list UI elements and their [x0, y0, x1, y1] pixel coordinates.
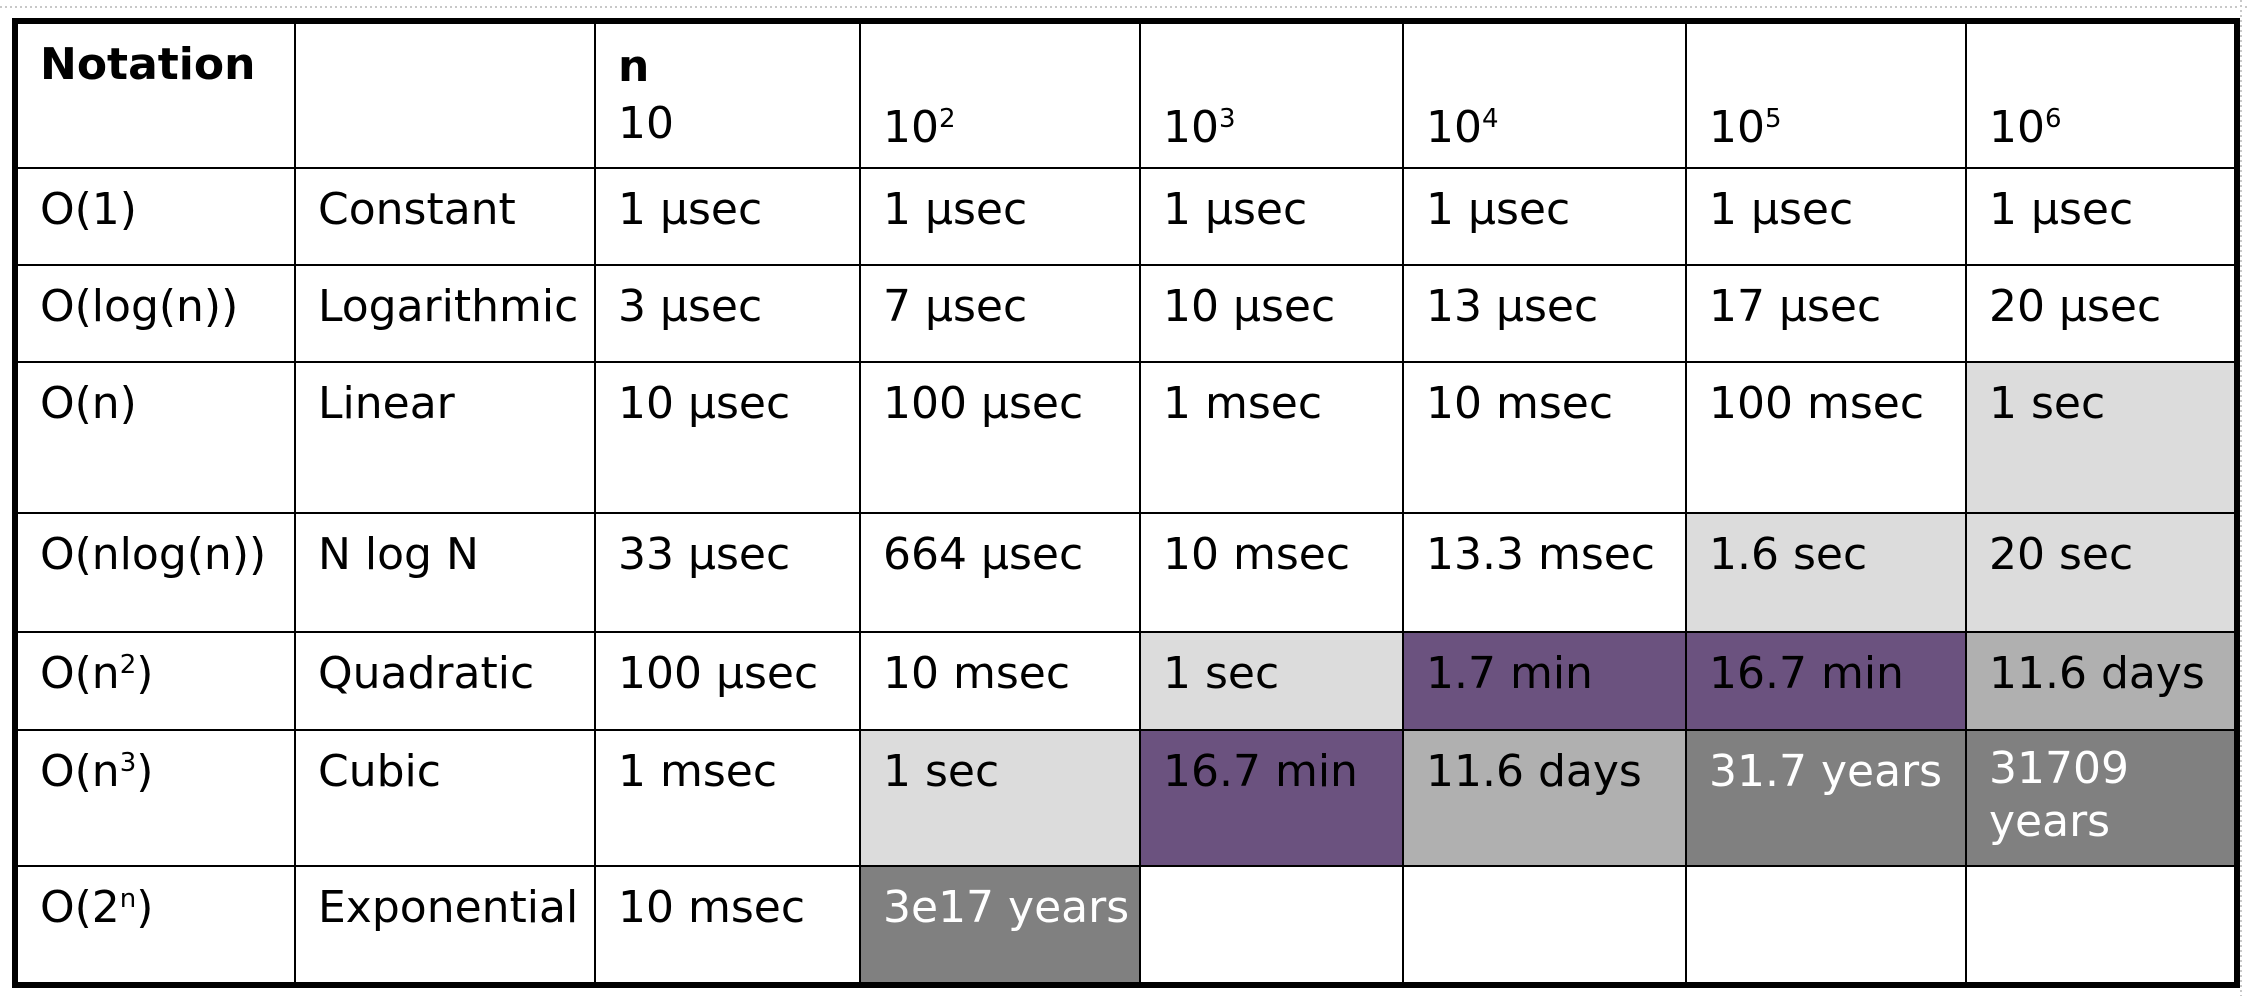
notation-exponent: 3 [119, 747, 137, 778]
growth-name-cell: Linear [294, 361, 596, 514]
growth-name-cell: Constant [294, 166, 596, 266]
size-base: 10 [883, 102, 939, 154]
size-header-2: 102 [859, 20, 1141, 169]
time-cell: 10 msec [859, 631, 1141, 731]
time-cell: 10 msec [1402, 361, 1687, 514]
notation-base: O(n [40, 648, 120, 700]
time-cell: 20 µsec [1965, 263, 2238, 364]
time-cell [1139, 865, 1404, 986]
table-row: O(1) Constant 1 µsec 1 µsec 1 µsec 1 µse… [14, 166, 2238, 266]
time-cell: 1 sec [1965, 361, 2238, 514]
notation-cell: O(log(n)) [14, 263, 296, 364]
time-cell: 100 msec [1685, 361, 1967, 514]
table-row: O(2n) Exponential 10 msec 3e17 years [14, 865, 2238, 986]
time-cell: 100 µsec [859, 361, 1141, 514]
time-cell: 16.7 min [1685, 631, 1967, 731]
notation-cell: O(1) [14, 166, 296, 266]
notation-cell: O(nlog(n)) [14, 511, 296, 634]
time-cell: 10 µsec [594, 361, 861, 514]
time-cell: 1 msec [1139, 361, 1404, 514]
table-row: O(log(n)) Logarithmic 3 µsec 7 µsec 10 µ… [14, 263, 2238, 364]
time-cell: 7 µsec [859, 263, 1141, 364]
size-exponent: 5 [1765, 104, 1782, 135]
time-cell: 13.3 msec [1402, 511, 1687, 634]
time-cell: 1 sec [859, 728, 1141, 868]
time-cell: 1 µsec [859, 166, 1141, 266]
time-cell: 31709 years [1965, 728, 2238, 868]
page-edge-top [0, 0, 2248, 14]
time-cell: 1 µsec [1685, 166, 1967, 266]
time-cell: 11.6 days [1402, 728, 1687, 868]
notation-base: O(2 [40, 882, 120, 934]
size-exponent: 6 [2045, 104, 2062, 135]
time-cell [1402, 865, 1687, 986]
time-cell: 10 µsec [1139, 263, 1404, 364]
complexity-table: Notation n 10 102 103 104 105 106 O(1) C… [12, 18, 2240, 988]
size-header-4: 104 [1402, 20, 1687, 169]
time-cell: 13 µsec [1402, 263, 1687, 364]
size-header-1: n 10 [594, 20, 861, 169]
notation-base: O(n [40, 745, 120, 797]
time-cell: 31.7 years [1685, 728, 1967, 868]
size-base: 10 [618, 98, 674, 150]
size-base: 10 [1709, 102, 1765, 154]
notation-cell: O(n) [14, 361, 296, 514]
time-cell: 17 µsec [1685, 263, 1967, 364]
time-cell: 1 msec [594, 728, 861, 868]
time-cell: 1.6 sec [1685, 511, 1967, 634]
time-cell [1685, 865, 1967, 986]
size-header-6: 106 [1965, 20, 2238, 169]
time-cell: 1.7 min [1402, 631, 1687, 731]
growth-name-cell: Quadratic [294, 631, 596, 731]
time-cell: 1 µsec [594, 166, 861, 266]
growth-name-cell: Cubic [294, 728, 596, 868]
notation-exponent: 2 [119, 650, 137, 681]
time-cell: 1 µsec [1139, 166, 1404, 266]
time-cell: 1 µsec [1402, 166, 1687, 266]
size-base: 10 [1989, 102, 2045, 154]
size-base: 10 [1163, 102, 1219, 154]
time-cell: 10 msec [1139, 511, 1404, 634]
time-cell: 1 µsec [1965, 166, 2238, 266]
time-cell: 100 µsec [594, 631, 861, 731]
time-cell: 20 sec [1965, 511, 2238, 634]
notation-cell: O(n2) [14, 631, 296, 731]
notation-header: Notation [14, 20, 296, 169]
time-cell: 16.7 min [1139, 728, 1404, 868]
time-cell: 3 µsec [594, 263, 861, 364]
time-cell: 1 sec [1139, 631, 1404, 731]
notation-end: ) [136, 648, 154, 700]
size-exponent: 3 [1219, 104, 1236, 135]
time-cell: 33 µsec [594, 511, 861, 634]
size-header-3: 103 [1139, 20, 1404, 169]
notation-cell: O(n3) [14, 728, 296, 868]
time-cell [1965, 865, 2238, 986]
notation-end: ) [136, 745, 154, 797]
size-exponent: 2 [939, 104, 956, 135]
table-row: O(n) Linear 10 µsec 100 µsec 1 msec 10 m… [14, 361, 2238, 514]
size-exponent: 4 [1482, 104, 1499, 135]
table-row: O(n2) Quadratic 100 µsec 10 msec 1 sec 1… [14, 631, 2238, 731]
size-base: 10 [1426, 102, 1482, 154]
notation-end: ) [136, 882, 154, 934]
growth-name-cell: Logarithmic [294, 263, 596, 364]
size-header-5: 105 [1685, 20, 1967, 169]
header-row: Notation n 10 102 103 104 105 106 [14, 20, 2238, 169]
notation-cell: O(2n) [14, 865, 296, 986]
time-cell: 11.6 days [1965, 631, 2238, 731]
name-header [294, 20, 596, 169]
time-cell: 10 msec [594, 865, 861, 986]
notation-exponent: n [119, 884, 137, 915]
table-row: O(nlog(n)) N log N 33 µsec 664 µsec 10 m… [14, 511, 2238, 634]
growth-name-cell: Exponential [294, 865, 596, 986]
n-header: n [618, 41, 650, 92]
table-row: O(n3) Cubic 1 msec 1 sec 16.7 min 11.6 d… [14, 728, 2238, 868]
time-cell: 664 µsec [859, 511, 1141, 634]
time-cell: 3e17 years [859, 865, 1141, 986]
growth-name-cell: N log N [294, 511, 596, 634]
